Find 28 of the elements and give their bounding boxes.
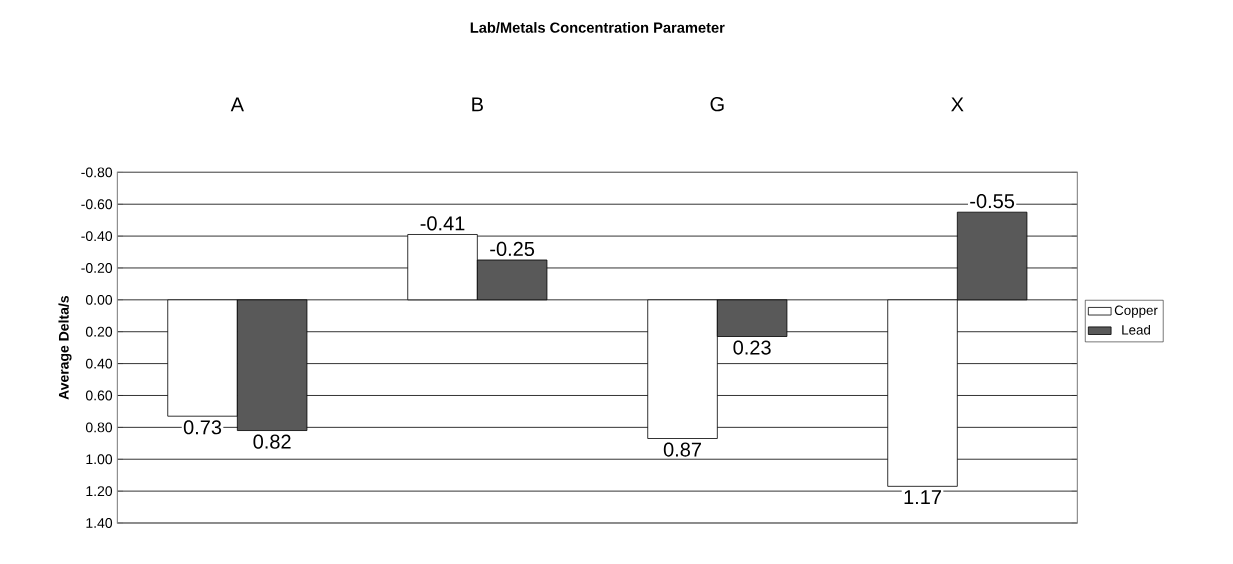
y-tick-label: -0.20: [81, 263, 113, 273]
data-label: -0.41: [420, 216, 465, 231]
data-label: -0.25: [490, 241, 535, 256]
y-tick-label: 1.20: [86, 486, 113, 497]
y-axis-title: Average Delta/s: [58, 295, 72, 400]
data-label: 0.87: [663, 442, 701, 457]
x-tick-label: A: [230, 97, 244, 112]
y-tick-label: 0.20: [85, 326, 113, 337]
chart-title: Lab/Metals Concentration Parameter: [470, 22, 725, 33]
y-tick-label: 0.60: [85, 390, 113, 401]
y-tick-label: -0.80: [81, 167, 113, 178]
x-tick-label: X: [951, 97, 964, 112]
y-tick-label: 0.00: [85, 294, 113, 305]
data-label: 0.82: [253, 434, 291, 449]
y-tick-label: 0.40: [85, 358, 113, 369]
legend-label: Copper: [1114, 305, 1158, 318]
y-tick-label: 1.40: [86, 518, 113, 528]
legend-label: Lead: [1122, 324, 1150, 335]
data-label: -0.55: [970, 194, 1015, 209]
y-tick-label: -0.40: [81, 231, 113, 242]
data-label: 0.73: [183, 420, 222, 435]
x-tick-label: B: [472, 97, 483, 112]
y-tick-label: 1.00: [86, 454, 113, 465]
y-tick-label: 0.80: [85, 422, 113, 433]
x-tick-label: G: [710, 97, 724, 112]
data-label: 0.23: [733, 340, 771, 355]
data-label: 1.17: [904, 490, 941, 505]
y-tick-label: -0.60: [81, 199, 113, 210]
